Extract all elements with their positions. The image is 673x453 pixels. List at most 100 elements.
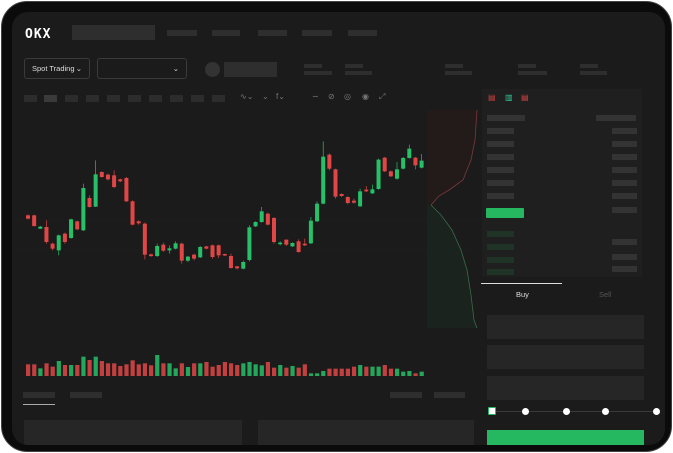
indicator-icon[interactable]: ⌄	[262, 92, 269, 101]
coin-icon	[205, 62, 220, 77]
candle	[376, 159, 381, 189]
candle	[222, 254, 227, 256]
slider-handle[interactable]	[488, 407, 496, 415]
timeframe-button[interactable]	[191, 95, 204, 102]
timeframe-button[interactable]	[212, 95, 225, 102]
volume-bar	[376, 366, 381, 376]
candle	[364, 189, 369, 192]
candle	[247, 227, 252, 260]
candle	[130, 201, 135, 225]
candle	[44, 227, 49, 242]
volume-bar	[216, 365, 221, 376]
candle	[32, 215, 37, 226]
orderbook-bids-icon[interactable]: ▥	[505, 93, 513, 102]
bid-price	[487, 269, 514, 275]
timeframe-button[interactable]	[128, 95, 141, 102]
pair-dropdown[interactable]: ⌄	[97, 58, 187, 79]
fx-icon[interactable]: f⌄	[276, 92, 285, 101]
candlestick-chart[interactable]	[14, 107, 479, 382]
filter-button[interactable]	[390, 392, 422, 398]
candle	[308, 220, 313, 244]
okx-logo[interactable]: OKX	[25, 27, 52, 42]
candle	[401, 158, 406, 169]
draw-tool-icon[interactable]: ⊘	[328, 92, 335, 101]
volume-bar	[99, 361, 104, 376]
volume-bar	[87, 360, 92, 376]
nav-item[interactable]	[212, 30, 240, 36]
candle	[198, 247, 203, 258]
price-input[interactable]	[487, 315, 644, 339]
tab-buy[interactable]: Buy	[516, 290, 529, 299]
timeframe-button[interactable]	[24, 95, 37, 102]
stat-block	[518, 71, 547, 75]
timeframe-button[interactable]	[86, 95, 99, 102]
slider-stop[interactable]	[602, 408, 609, 415]
volume-bar	[155, 355, 160, 376]
slider-stop[interactable]	[522, 408, 529, 415]
volume-bar	[259, 365, 264, 376]
market-type-dropdown[interactable]: Spot Trading ⌄	[24, 58, 90, 79]
active-tab-underline	[481, 283, 562, 284]
nav-item[interactable]	[258, 30, 287, 36]
candle	[124, 178, 129, 202]
volume-bar	[192, 363, 197, 376]
settings-icon[interactable]: ◎	[344, 92, 351, 101]
nav-item[interactable]	[348, 30, 377, 36]
volume-bar	[315, 373, 320, 376]
total-input[interactable]	[487, 376, 644, 400]
candle	[87, 198, 92, 207]
nav-item[interactable]	[167, 30, 197, 36]
last-price-badge	[486, 208, 524, 218]
volume-bar	[173, 368, 178, 376]
amount-input[interactable]	[487, 345, 644, 369]
slider-stop[interactable]	[653, 408, 660, 415]
candle	[161, 244, 166, 251]
orderbook-both-icon[interactable]: ▤	[488, 93, 496, 102]
volume-bar	[105, 363, 111, 376]
candle	[315, 203, 320, 222]
timeframe-button[interactable]	[65, 95, 78, 102]
candle	[155, 246, 160, 256]
orderbook-asks-icon[interactable]: ▤	[521, 93, 529, 102]
tab-order-history[interactable]	[70, 392, 102, 398]
candle	[382, 157, 387, 172]
timeframe-button[interactable]	[107, 95, 120, 102]
volume-bar	[370, 366, 375, 376]
ask-amount	[612, 128, 637, 134]
candle	[167, 248, 172, 251]
volume-bar	[81, 356, 86, 376]
slider-track[interactable]	[491, 411, 658, 412]
candle	[142, 223, 147, 255]
chevron-down-icon: ⌄	[75, 64, 82, 73]
volume-bar	[327, 368, 332, 376]
candle	[265, 213, 270, 225]
bid-price	[487, 244, 514, 250]
timeframe-button[interactable]	[149, 95, 162, 102]
volume-bar	[419, 371, 424, 376]
volume-bar	[265, 362, 271, 376]
candle	[93, 174, 98, 207]
ask-amount	[612, 141, 637, 147]
camera-icon[interactable]: ◉	[362, 92, 369, 101]
tab-open-orders[interactable]	[23, 392, 55, 398]
volume-bar	[161, 363, 166, 376]
bid-price	[487, 257, 514, 263]
nav-item[interactable]	[302, 30, 332, 36]
tab-sell[interactable]: Sell	[599, 290, 612, 299]
slider-stop[interactable]	[563, 408, 570, 415]
candle-type-icon[interactable]: ∿⌄	[240, 92, 254, 101]
orderbook-header	[596, 115, 636, 121]
timeframe-button[interactable]	[44, 95, 57, 102]
search-placeholder[interactable]	[72, 25, 155, 40]
fullscreen-icon[interactable]: ⤢	[379, 92, 386, 101]
filter-button[interactable]	[434, 392, 465, 398]
ask-price	[487, 154, 514, 160]
candle	[296, 241, 301, 252]
timeframe-button[interactable]	[170, 95, 183, 102]
stat-block	[580, 71, 607, 75]
candle	[339, 194, 344, 196]
ask-amount	[612, 207, 637, 213]
buy-button[interactable]	[487, 430, 644, 445]
line-tool-icon[interactable]: ∼	[312, 92, 319, 101]
